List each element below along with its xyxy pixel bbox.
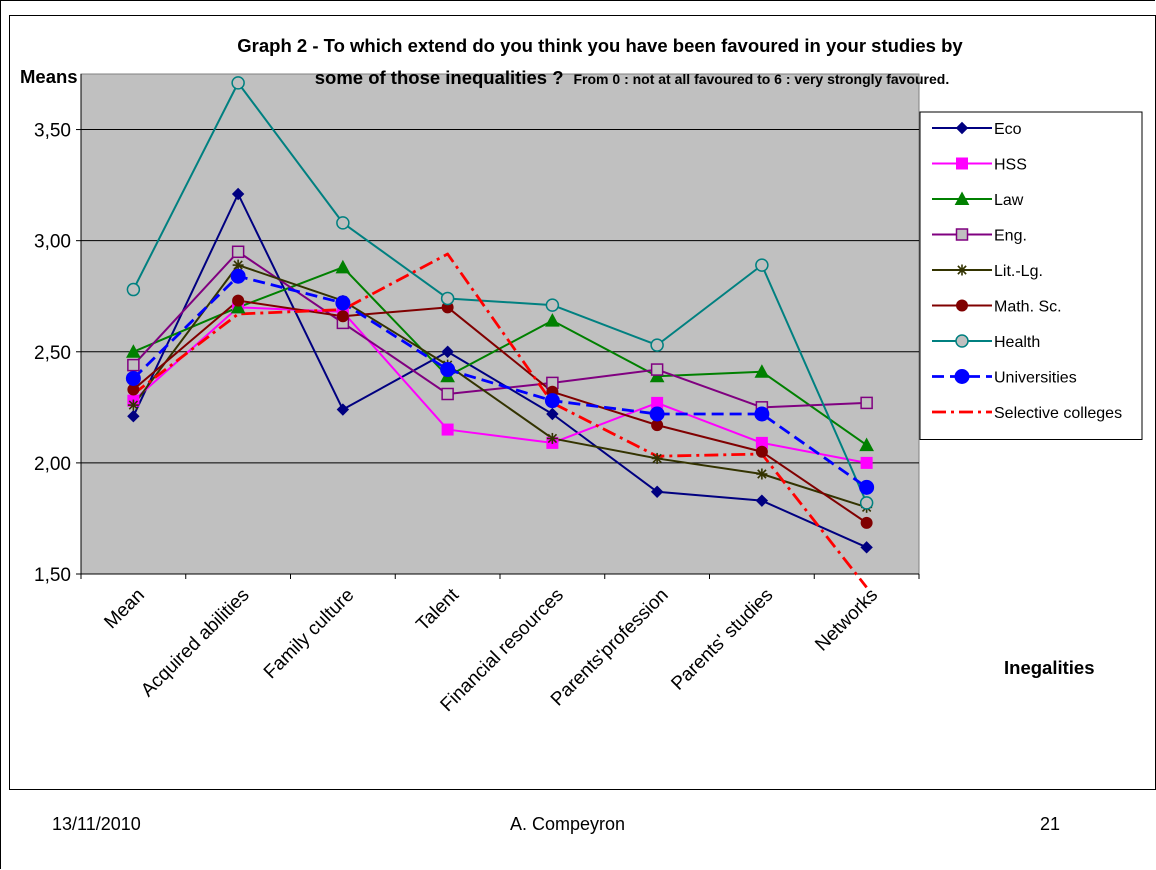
legend-label: Lit.-Lg.	[994, 263, 1043, 280]
x-tick-label: Networks	[811, 585, 882, 656]
x-tick-label: Acquired abilities	[137, 585, 253, 701]
legend-label: Law	[994, 192, 1024, 209]
legend-label: Selective colleges	[994, 405, 1122, 422]
data-point	[859, 479, 875, 495]
data-point	[336, 310, 349, 323]
series-line	[132, 252, 868, 589]
data-point	[336, 216, 350, 230]
series-line	[132, 193, 868, 549]
data-point	[335, 259, 351, 274]
data-point	[125, 370, 141, 386]
data-point	[754, 406, 770, 422]
data-point	[230, 299, 246, 314]
legend-label: Health	[994, 334, 1040, 351]
footer-page-number: 21	[1040, 814, 1061, 834]
legend-swatch-marker	[956, 264, 968, 276]
data-point	[755, 445, 768, 458]
legend-swatch-marker	[956, 157, 968, 170]
data-point	[232, 294, 245, 307]
data-point	[545, 298, 560, 312]
data-point	[127, 358, 140, 372]
x-tick-label: Parents' studies	[667, 585, 777, 695]
chart-subtitle: From 0 : not at all favoured to 6 : very…	[574, 71, 950, 87]
data-point	[126, 282, 141, 297]
data-point	[231, 187, 245, 201]
data-point	[441, 423, 454, 436]
series-line	[132, 299, 868, 524]
data-point	[546, 407, 559, 421]
legend-label: Eco	[994, 121, 1022, 138]
x-tick-label: Parents'profession	[547, 585, 673, 711]
data-point	[756, 468, 768, 480]
plot-area	[80, 73, 920, 575]
data-point	[650, 485, 664, 498]
legend-swatch-marker	[954, 369, 970, 384]
data-point	[441, 345, 454, 358]
x-tick-label: Talent	[412, 584, 463, 635]
legend-swatch-marker	[955, 228, 969, 241]
data-point	[545, 313, 560, 327]
series-line	[132, 250, 867, 409]
legend-swatch-marker	[956, 299, 968, 312]
legend-label: HSS	[994, 157, 1027, 174]
series-line	[132, 264, 867, 509]
y-tick-label: 3,50	[34, 121, 71, 142]
data-point	[755, 494, 769, 507]
data-point	[440, 291, 455, 306]
legend: Eco HSS Law Eng. Lit.-Lg. Math. Sc. Health Univ…	[919, 111, 1143, 440]
legend-swatch-marker	[955, 334, 969, 348]
data-point	[441, 387, 454, 401]
x-tick-label: Family culture	[260, 585, 358, 683]
data-point	[336, 403, 350, 416]
data-point	[859, 437, 874, 452]
data-point	[651, 452, 663, 464]
data-point	[650, 338, 664, 352]
legend-swatch-marker	[954, 191, 970, 205]
data-point	[231, 245, 245, 259]
y-tick-label: 3,00	[34, 232, 71, 253]
data-point	[650, 363, 664, 376]
footer-author: A. Compeyron	[510, 814, 626, 834]
data-point	[126, 344, 141, 358]
series-line	[132, 81, 868, 504]
data-point	[860, 456, 873, 469]
legend-swatch-marker	[955, 121, 969, 135]
legend-label: Eng.	[994, 228, 1027, 245]
series-line	[132, 306, 867, 464]
y-tick-label: 1,50	[34, 565, 71, 586]
data-point	[859, 496, 874, 510]
data-point	[231, 76, 245, 90]
data-point	[546, 432, 558, 444]
footer-date: 13/11/2010	[52, 814, 141, 834]
data-point	[230, 268, 246, 284]
chart-title-line1: Graph 2 - To which extend do you think y…	[237, 35, 963, 56]
legend-label: Math. Sc.	[994, 299, 1062, 316]
data-point	[544, 393, 560, 409]
legend-label: Universities	[994, 370, 1077, 387]
data-point	[755, 258, 769, 272]
data-point	[649, 406, 665, 422]
data-point	[860, 541, 873, 554]
chart-title-line2: some of those inequalities ? From 0 : not…	[315, 67, 950, 88]
data-point	[440, 362, 456, 378]
data-point	[754, 364, 770, 378]
x-axis-label: Inegalities	[1004, 657, 1094, 678]
y-tick-label: 2,50	[34, 343, 71, 364]
chart-title-line2-main: some of those inequalities ?	[315, 67, 564, 88]
data-point	[860, 396, 873, 410]
y-axis-label: Means	[20, 66, 78, 87]
data-point	[860, 516, 873, 529]
data-point	[335, 295, 351, 311]
data-point	[127, 410, 140, 423]
x-tick-label: Mean	[100, 585, 148, 633]
data-point	[127, 399, 139, 411]
y-tick-label: 2,00	[34, 454, 71, 475]
series-line	[132, 274, 868, 489]
